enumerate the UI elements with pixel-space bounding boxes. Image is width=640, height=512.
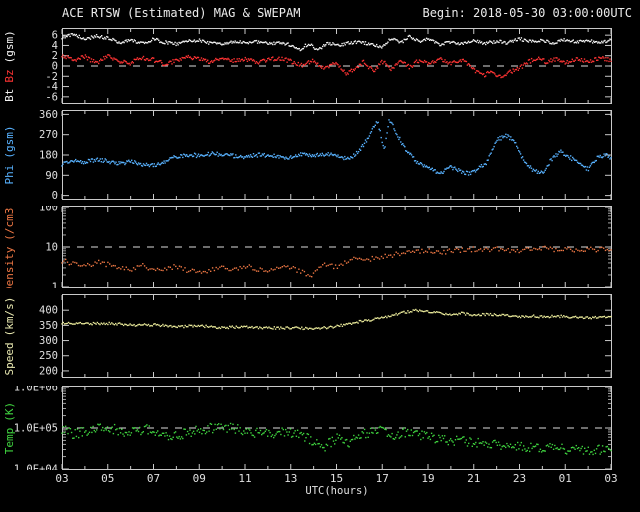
x-axis-title: UTC(hours) [305, 485, 369, 497]
svg-text:200: 200 [39, 365, 58, 377]
status-bar: start DOY: 150 caution:ACE maneuverdensi… [0, 499, 640, 512]
x-axis-tick-labels: 03 05 07 09 11 13 15 17 19 21 23 01 03 [55, 472, 617, 485]
svg-text:100: 100 [39, 206, 58, 214]
x-tick-label: 01 [559, 472, 572, 485]
svg-text:350: 350 [39, 320, 58, 332]
plot-title: ACE RTSW (Estimated) MAG & SWEPAM [62, 6, 301, 20]
panel-temp: 1.0E+06 1.0E+05 1.0E+04 Temp(K) [3, 386, 612, 471]
panel-density: 100 10 1 Density(/cm3) [3, 206, 612, 289]
svg-text:90: 90 [45, 170, 58, 182]
panel-speed: 400 350 300 250 200 Speed(km/s) [3, 294, 612, 378]
y-axis-label-temp: Temp(K) [3, 402, 16, 454]
svg-text:0: 0 [52, 190, 58, 200]
x-tick-label: 11 [238, 472, 251, 485]
panel-phi: 360 270 180 90 0 Phi(gsm) [3, 110, 612, 200]
begin-timestamp: Begin: 2018-05-30 03:00:00UTC [422, 6, 632, 20]
x-tick-label: 03 [604, 472, 617, 485]
svg-text:1.0E+05: 1.0E+05 [14, 423, 58, 435]
svg-text:2: 2 [52, 50, 58, 62]
svg-text:6: 6 [52, 30, 58, 42]
svg-text:250: 250 [39, 350, 58, 362]
svg-text:180: 180 [39, 150, 58, 162]
x-tick-label: 09 [193, 472, 206, 485]
x-tick-label: 05 [101, 472, 114, 485]
x-tick-label: 15 [330, 472, 343, 485]
y-axis-label-speed: Speed(km/s) [3, 297, 16, 376]
y-axis-label-phi: Phi(gsm) [3, 126, 16, 185]
x-tick-label: 17 [376, 472, 389, 485]
svg-text:-6: -6 [45, 91, 58, 103]
x-tick-label: 13 [284, 472, 297, 485]
x-tick-label: 03 [55, 472, 68, 485]
y-axis-label-density: Density(/cm3) [3, 206, 16, 288]
y-axis-label-bt_bz: BtBz(gsm) [3, 30, 16, 102]
svg-text:300: 300 [39, 335, 58, 347]
svg-text:-4: -4 [45, 81, 58, 93]
x-tick-label: 23 [513, 472, 526, 485]
svg-text:10: 10 [45, 242, 58, 254]
svg-text:-2: -2 [45, 71, 58, 83]
x-tick-label: 19 [421, 472, 434, 485]
svg-text:1: 1 [52, 282, 58, 289]
svg-text:1.0E+04: 1.0E+04 [14, 464, 58, 471]
svg-text:1.0E+06: 1.0E+06 [14, 386, 58, 394]
svg-text:270: 270 [39, 129, 58, 141]
svg-text:0: 0 [52, 61, 58, 73]
x-tick-label: 07 [147, 472, 160, 485]
svg-text:400: 400 [39, 305, 58, 317]
svg-text:360: 360 [39, 110, 58, 121]
svg-text:4: 4 [52, 40, 58, 52]
x-tick-label: 21 [467, 472, 480, 485]
